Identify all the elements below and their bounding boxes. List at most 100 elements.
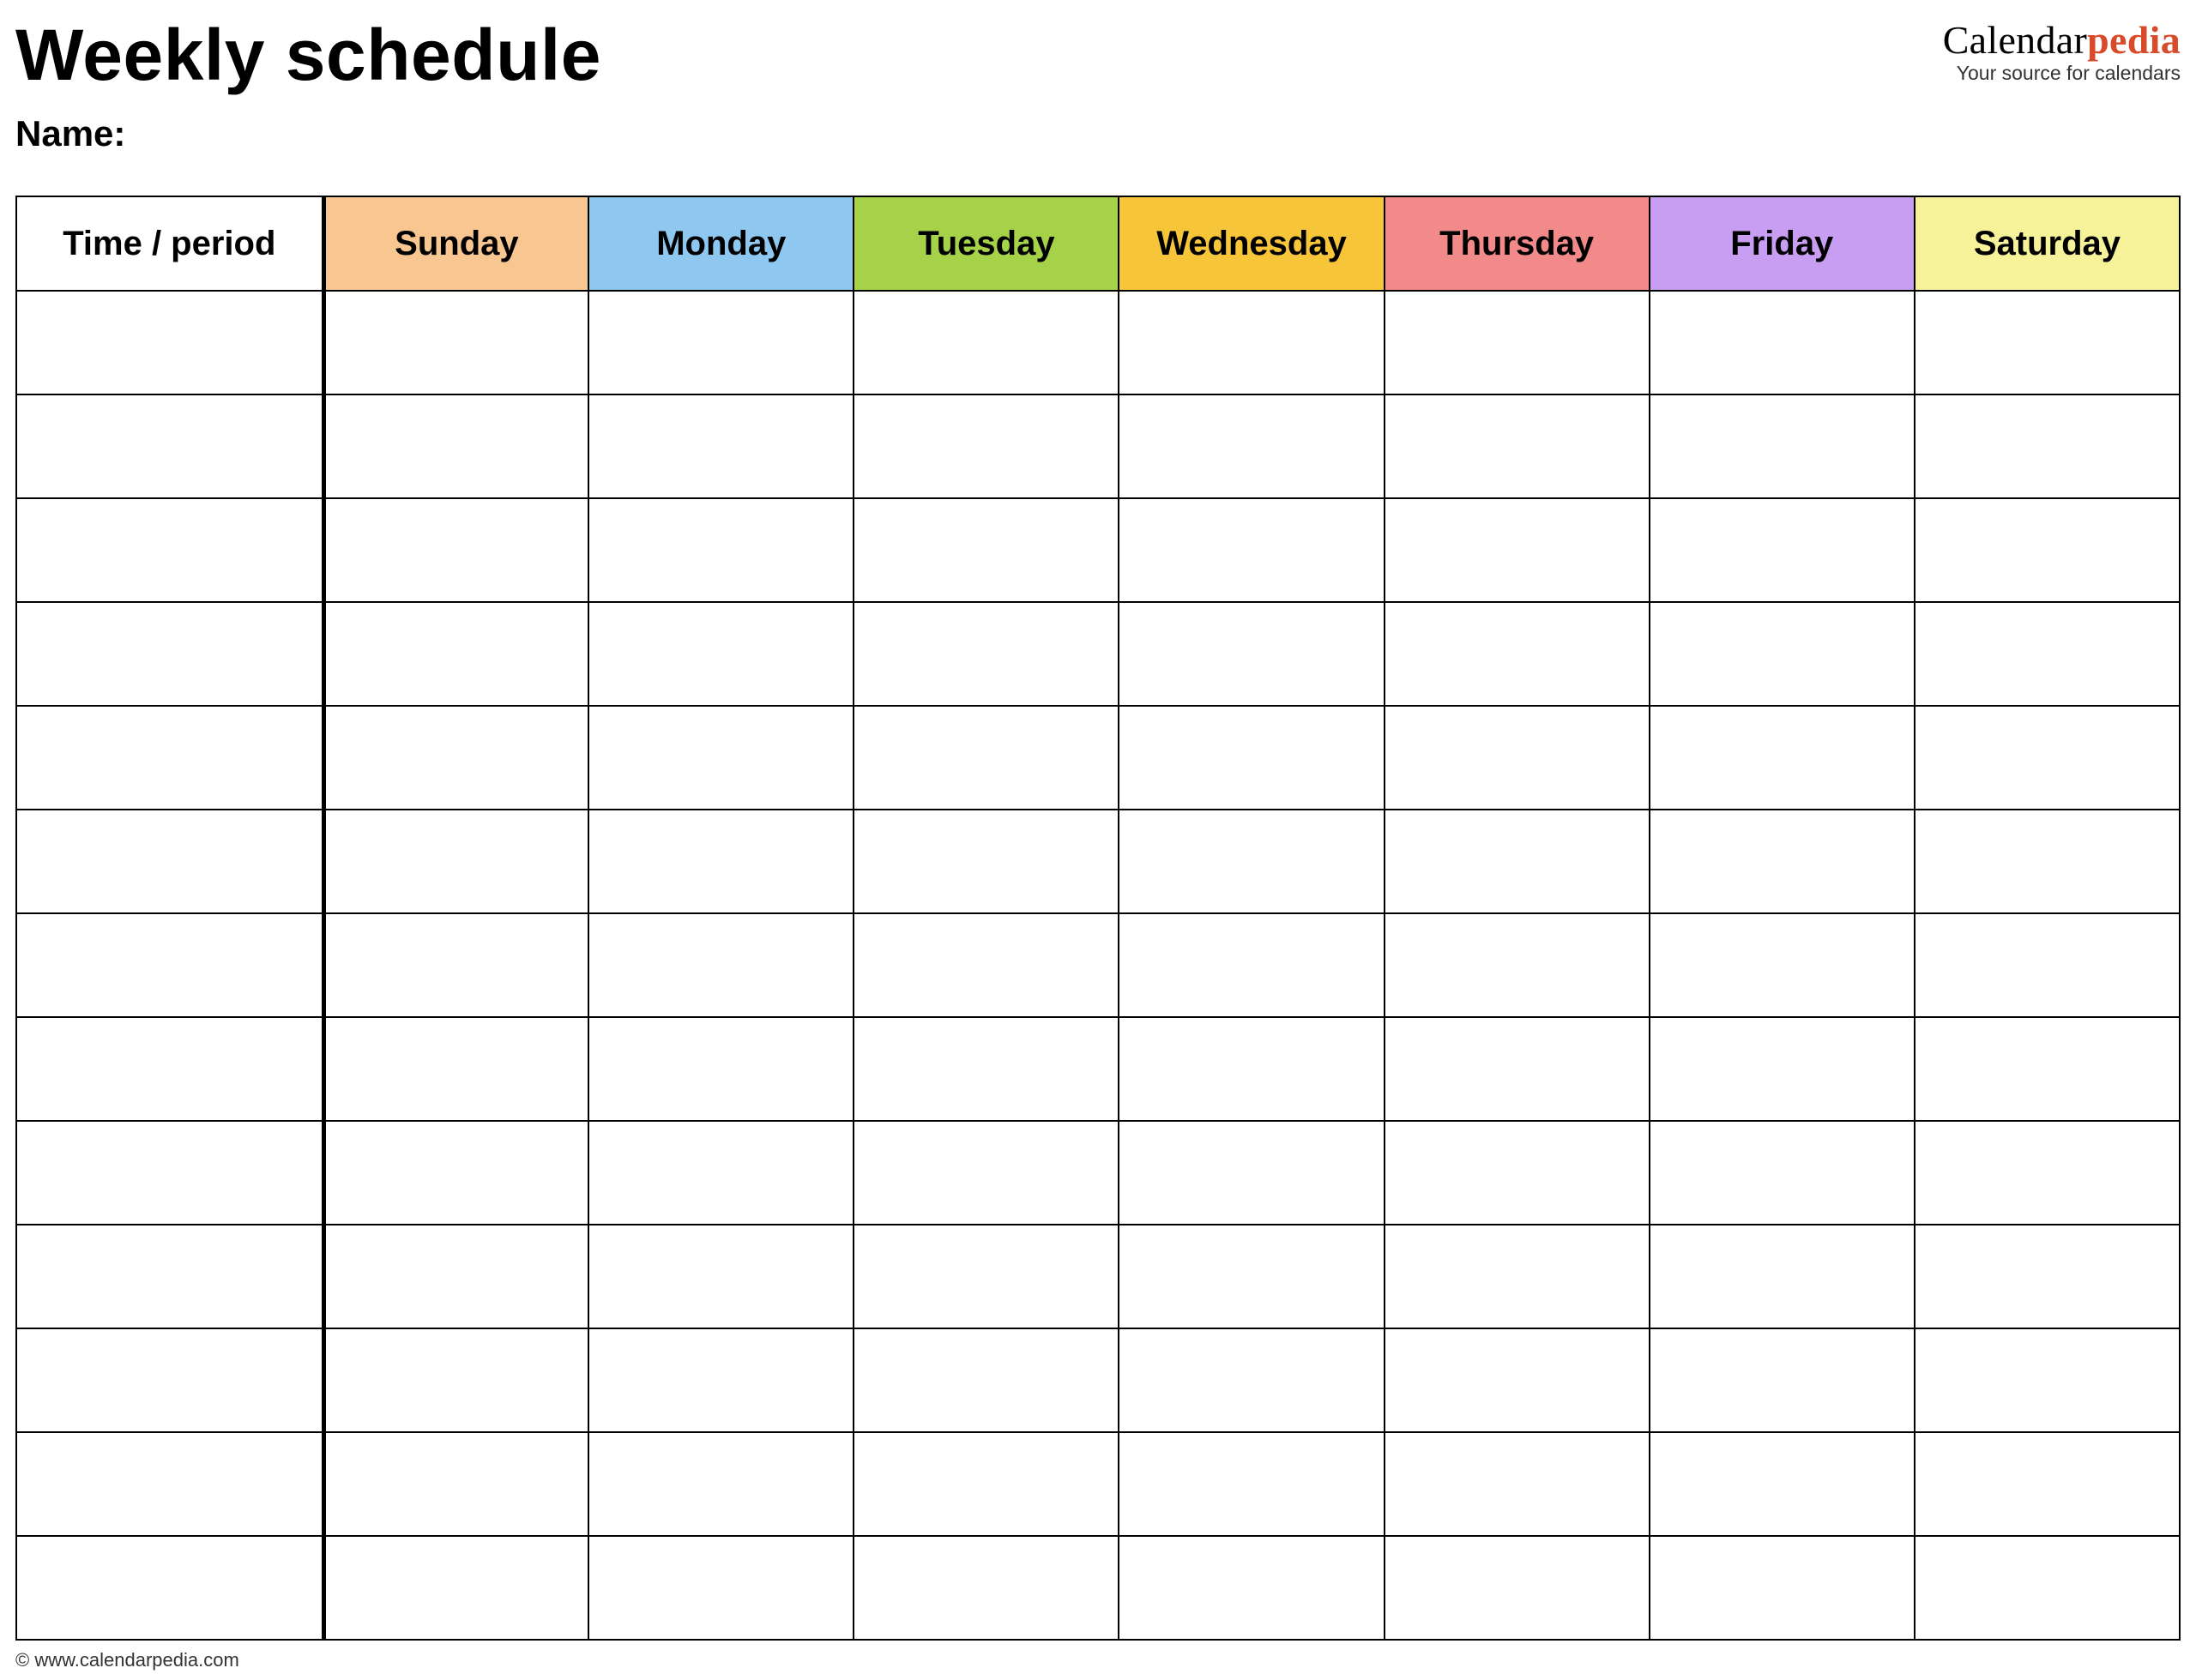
schedule-cell[interactable]: [1650, 498, 1915, 602]
time-cell[interactable]: [16, 291, 323, 394]
schedule-cell[interactable]: [323, 706, 588, 810]
time-cell[interactable]: [16, 602, 323, 706]
schedule-cell[interactable]: [1385, 291, 1650, 394]
schedule-cell[interactable]: [1650, 913, 1915, 1017]
time-cell[interactable]: [16, 1017, 323, 1121]
schedule-cell[interactable]: [588, 602, 854, 706]
schedule-cell[interactable]: [1650, 810, 1915, 913]
schedule-cell[interactable]: [1385, 913, 1650, 1017]
schedule-cell[interactable]: [854, 1017, 1119, 1121]
schedule-cell[interactable]: [588, 913, 854, 1017]
schedule-cell[interactable]: [1915, 498, 2180, 602]
time-cell[interactable]: [16, 706, 323, 810]
time-cell[interactable]: [16, 913, 323, 1017]
schedule-cell[interactable]: [1650, 706, 1915, 810]
time-cell[interactable]: [16, 1432, 323, 1536]
schedule-cell[interactable]: [588, 1536, 854, 1640]
schedule-cell[interactable]: [1119, 394, 1384, 498]
time-cell[interactable]: [16, 1121, 323, 1225]
schedule-cell[interactable]: [1650, 1225, 1915, 1328]
schedule-cell[interactable]: [1119, 1536, 1384, 1640]
schedule-cell[interactable]: [588, 810, 854, 913]
schedule-cell[interactable]: [854, 394, 1119, 498]
schedule-cell[interactable]: [1385, 1328, 1650, 1432]
schedule-cell[interactable]: [1385, 394, 1650, 498]
schedule-cell[interactable]: [1385, 706, 1650, 810]
schedule-cell[interactable]: [854, 706, 1119, 810]
schedule-cell[interactable]: [1119, 1121, 1384, 1225]
schedule-cell[interactable]: [854, 810, 1119, 913]
time-cell[interactable]: [16, 810, 323, 913]
schedule-cell[interactable]: [1650, 1328, 1915, 1432]
schedule-cell[interactable]: [1915, 1536, 2180, 1640]
schedule-cell[interactable]: [1119, 1017, 1384, 1121]
schedule-cell[interactable]: [1119, 498, 1384, 602]
schedule-cell[interactable]: [323, 913, 588, 1017]
schedule-cell[interactable]: [1650, 1432, 1915, 1536]
schedule-cell[interactable]: [1915, 291, 2180, 394]
schedule-cell[interactable]: [323, 1225, 588, 1328]
schedule-cell[interactable]: [854, 602, 1119, 706]
schedule-cell[interactable]: [1385, 1536, 1650, 1640]
schedule-cell[interactable]: [323, 291, 588, 394]
schedule-cell[interactable]: [1119, 291, 1384, 394]
schedule-cell[interactable]: [1915, 602, 2180, 706]
schedule-cell[interactable]: [1385, 1432, 1650, 1536]
schedule-cell[interactable]: [1119, 1328, 1384, 1432]
schedule-cell[interactable]: [588, 706, 854, 810]
schedule-cell[interactable]: [1915, 1225, 2180, 1328]
schedule-cell[interactable]: [323, 498, 588, 602]
schedule-cell[interactable]: [1650, 1017, 1915, 1121]
schedule-cell[interactable]: [1650, 394, 1915, 498]
schedule-cell[interactable]: [1119, 1432, 1384, 1536]
schedule-cell[interactable]: [1385, 1225, 1650, 1328]
schedule-cell[interactable]: [588, 498, 854, 602]
schedule-cell[interactable]: [323, 810, 588, 913]
schedule-cell[interactable]: [323, 1536, 588, 1640]
schedule-cell[interactable]: [1915, 1017, 2180, 1121]
schedule-cell[interactable]: [588, 1432, 854, 1536]
schedule-cell[interactable]: [1915, 1328, 2180, 1432]
schedule-cell[interactable]: [588, 1225, 854, 1328]
schedule-cell[interactable]: [323, 1121, 588, 1225]
schedule-cell[interactable]: [1650, 1536, 1915, 1640]
schedule-cell[interactable]: [323, 1328, 588, 1432]
schedule-cell[interactable]: [854, 1121, 1119, 1225]
schedule-cell[interactable]: [1650, 291, 1915, 394]
schedule-cell[interactable]: [1650, 602, 1915, 706]
schedule-cell[interactable]: [854, 498, 1119, 602]
schedule-cell[interactable]: [323, 1017, 588, 1121]
schedule-cell[interactable]: [1119, 1225, 1384, 1328]
schedule-cell[interactable]: [1385, 602, 1650, 706]
schedule-cell[interactable]: [1385, 498, 1650, 602]
time-cell[interactable]: [16, 394, 323, 498]
schedule-cell[interactable]: [1119, 913, 1384, 1017]
schedule-cell[interactable]: [588, 291, 854, 394]
schedule-cell[interactable]: [323, 1432, 588, 1536]
schedule-cell[interactable]: [1119, 706, 1384, 810]
schedule-cell[interactable]: [854, 1432, 1119, 1536]
schedule-cell[interactable]: [854, 1328, 1119, 1432]
schedule-cell[interactable]: [1119, 602, 1384, 706]
schedule-cell[interactable]: [323, 602, 588, 706]
schedule-cell[interactable]: [588, 1017, 854, 1121]
schedule-cell[interactable]: [1385, 1017, 1650, 1121]
schedule-cell[interactable]: [1915, 913, 2180, 1017]
schedule-cell[interactable]: [854, 291, 1119, 394]
schedule-cell[interactable]: [588, 1121, 854, 1225]
schedule-cell[interactable]: [588, 394, 854, 498]
schedule-cell[interactable]: [854, 1225, 1119, 1328]
schedule-cell[interactable]: [1915, 810, 2180, 913]
schedule-cell[interactable]: [1385, 810, 1650, 913]
time-cell[interactable]: [16, 1536, 323, 1640]
time-cell[interactable]: [16, 1225, 323, 1328]
schedule-cell[interactable]: [588, 1328, 854, 1432]
schedule-cell[interactable]: [323, 394, 588, 498]
schedule-cell[interactable]: [1650, 1121, 1915, 1225]
schedule-cell[interactable]: [1119, 810, 1384, 913]
time-cell[interactable]: [16, 1328, 323, 1432]
schedule-cell[interactable]: [854, 913, 1119, 1017]
schedule-cell[interactable]: [1915, 1121, 2180, 1225]
schedule-cell[interactable]: [1915, 1432, 2180, 1536]
schedule-cell[interactable]: [1915, 394, 2180, 498]
